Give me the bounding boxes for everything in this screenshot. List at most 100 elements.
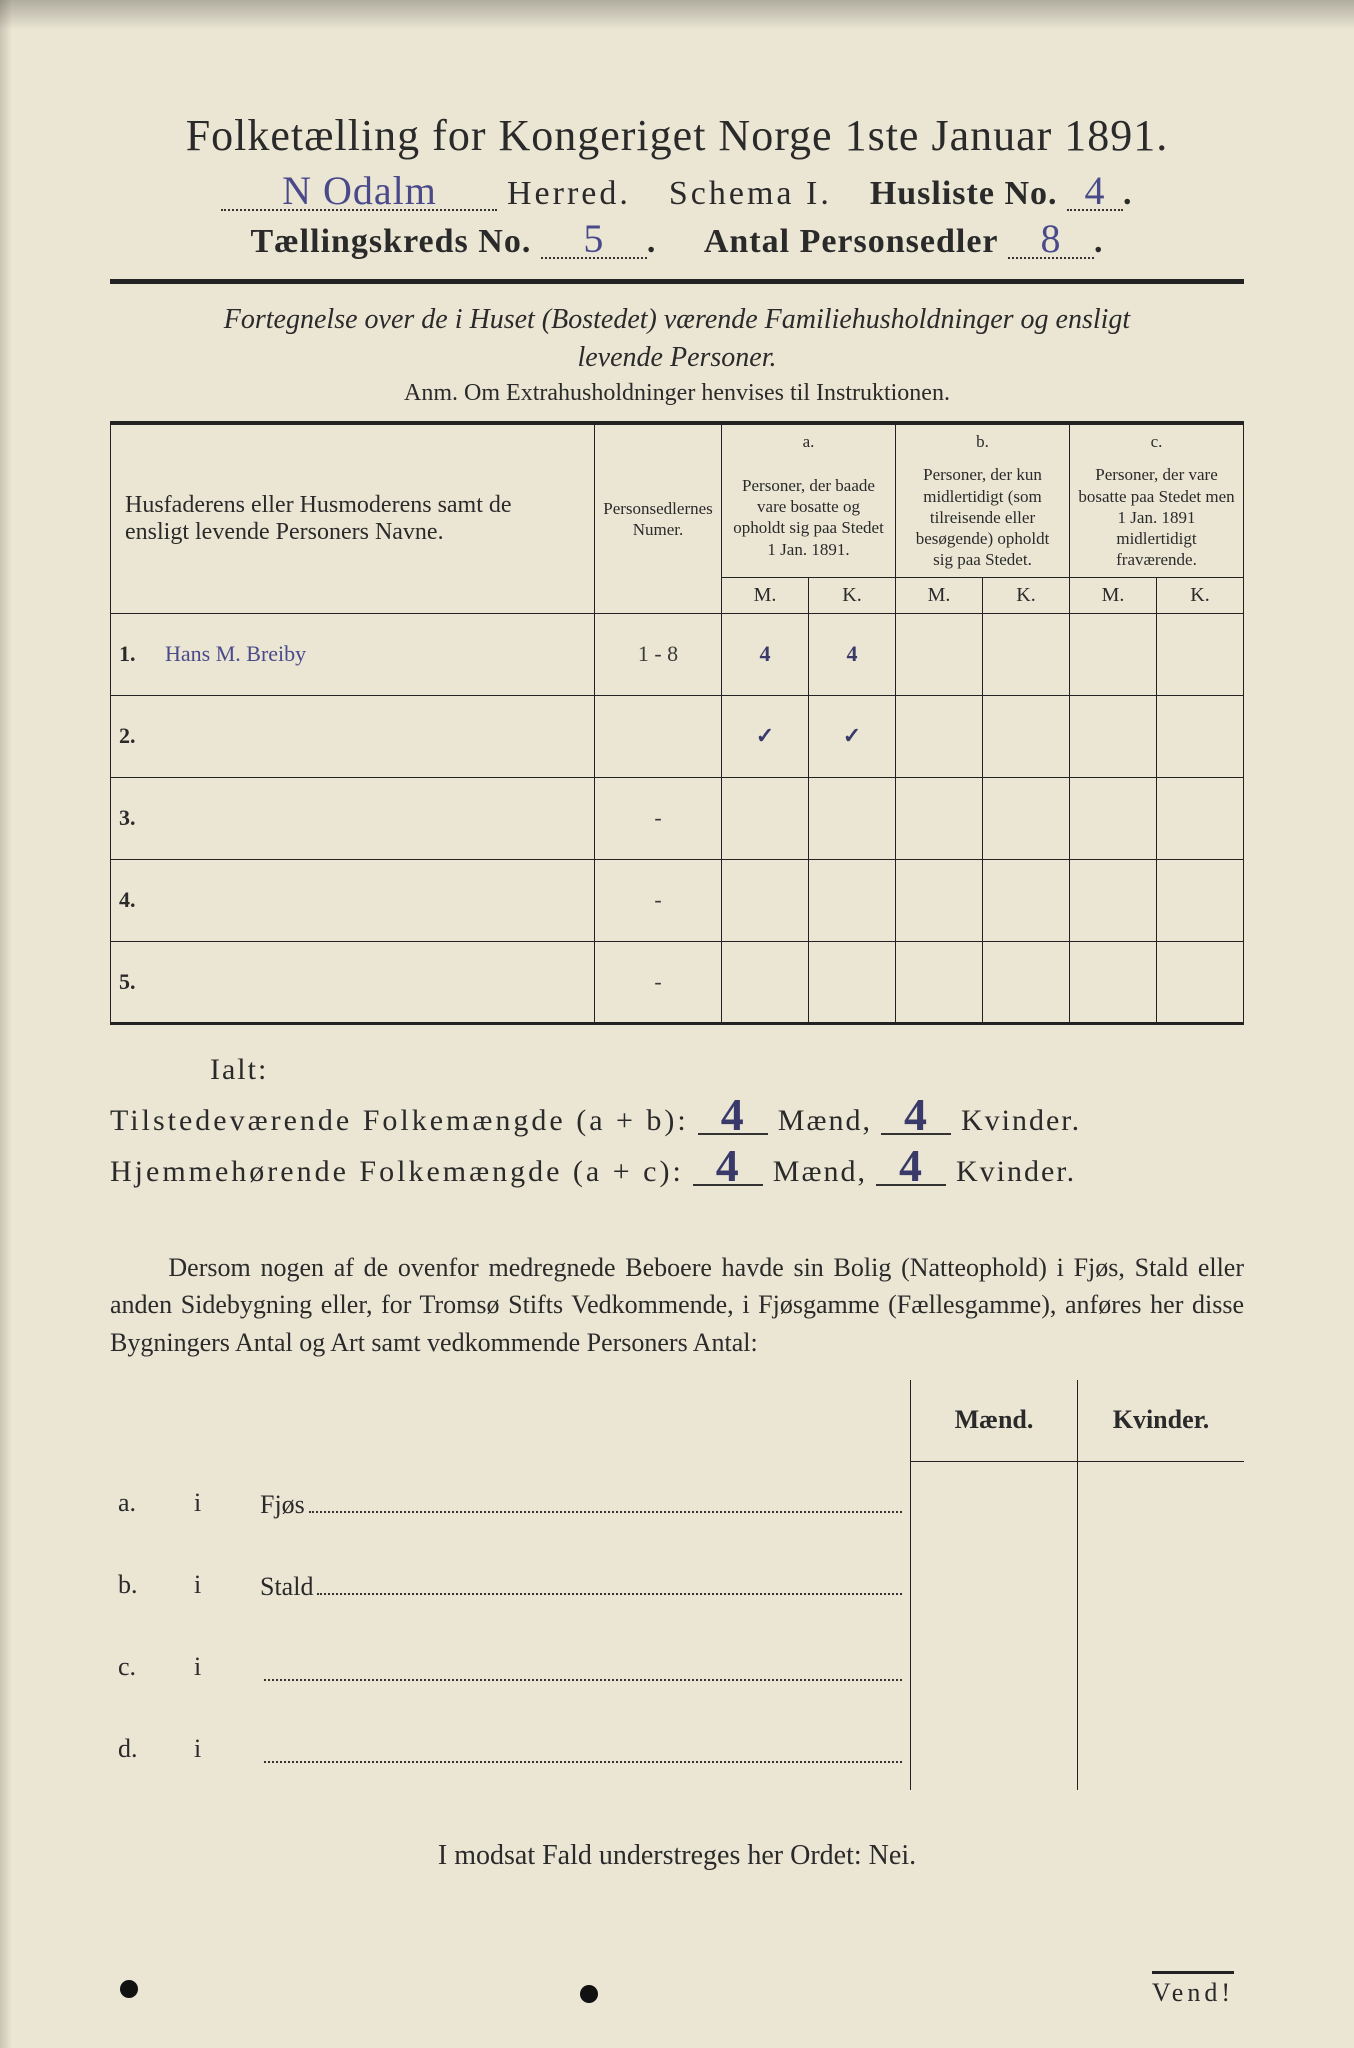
sub-m <box>911 1708 1078 1790</box>
row-bk <box>983 859 1070 941</box>
l2-m: 4 <box>693 1148 763 1187</box>
shadow <box>0 0 1354 30</box>
schema-label: Schema I. <box>669 175 832 212</box>
col-a-tag: a. <box>722 423 896 458</box>
sub-k <box>1078 1544 1245 1626</box>
row-am <box>722 859 809 941</box>
row-num: 2. <box>111 695 158 777</box>
kreds-label: Tællingskreds No. <box>250 223 531 260</box>
row-numer: - <box>595 941 722 1023</box>
census-form-page: Folketælling for Kongeriget Norge 1ste J… <box>0 0 1354 2048</box>
row-bm <box>896 695 983 777</box>
subtitle-1: Fortegnelse over de i Huset (Bostedet) v… <box>110 304 1244 336</box>
row-ck <box>1157 613 1244 695</box>
table-row: 3. - <box>111 777 1244 859</box>
row-bk <box>983 613 1070 695</box>
row-cm <box>1070 613 1157 695</box>
row-cm <box>1070 695 1157 777</box>
row-name <box>157 941 595 1023</box>
sub-row: a.iFjøs <box>110 1462 1244 1544</box>
subtitle-2: levende Personer. <box>110 342 1244 374</box>
row-num: 5. <box>111 941 158 1023</box>
row-ck <box>1157 859 1244 941</box>
l1-m: 4 <box>698 1097 768 1136</box>
row-name <box>157 695 595 777</box>
sub-tag: b. <box>110 1544 186 1626</box>
sub-row: d.i <box>110 1708 1244 1790</box>
row-ak <box>809 941 896 1023</box>
sub-kvinder: Kvinder. <box>1078 1380 1245 1462</box>
sub-table: Mænd. Kvinder. a.iFjøsb.iStaldc.id.i <box>110 1380 1244 1790</box>
table-row: 5. - <box>111 941 1244 1023</box>
row-ak: ✓ <box>809 695 896 777</box>
row-ck <box>1157 941 1244 1023</box>
row-ak: 4 <box>809 613 896 695</box>
row-numer: - <box>595 777 722 859</box>
row-ck <box>1157 777 1244 859</box>
herred-label: Herred. <box>507 175 631 212</box>
sub-tag: a. <box>110 1462 186 1544</box>
nei-line: I modsat Fald understreges her Ordet: Ne… <box>110 1840 1244 1872</box>
antal-value: 8 <box>1008 221 1094 259</box>
col-a: Personer, der baade vare bosatte og opho… <box>722 458 896 577</box>
totals-line-1: Tilstedeværende Folkemængde (a + b): 4 M… <box>110 1097 1244 1138</box>
header-line-3: Tællingskreds No. 5. Antal Personsedler … <box>110 221 1244 261</box>
totals-block: Ialt: Tilstedeværende Folkemængde (a + b… <box>110 1053 1244 1189</box>
sub-i: i <box>186 1626 252 1708</box>
sub-label <box>252 1708 911 1790</box>
row-num: 4. <box>111 859 158 941</box>
row-cm <box>1070 777 1157 859</box>
main-table: Husfaderens eller Husmoderens samt de en… <box>110 421 1244 1025</box>
sub-label <box>252 1626 911 1708</box>
l1-k: 4 <box>881 1097 951 1136</box>
sub-row: c.i <box>110 1626 1244 1708</box>
sub-i: i <box>186 1544 252 1626</box>
row-ak <box>809 859 896 941</box>
husliste-label: Husliste No. <box>870 175 1058 212</box>
sub-k <box>1078 1708 1245 1790</box>
sub-k <box>1078 1626 1245 1708</box>
sub-i: i <box>186 1708 252 1790</box>
antal-label: Antal Personsedler <box>704 223 999 260</box>
row-bk <box>983 777 1070 859</box>
row-bm <box>896 859 983 941</box>
col-b: Personer, der kun midlertidigt (som tilr… <box>896 458 1070 577</box>
row-cm <box>1070 941 1157 1023</box>
page-title: Folketælling for Kongeriget Norge 1ste J… <box>110 110 1244 161</box>
row-am <box>722 777 809 859</box>
sub-k <box>1078 1462 1245 1544</box>
row-ck <box>1157 695 1244 777</box>
sub-tag: c. <box>110 1626 186 1708</box>
totals-line-2: Hjemmehørende Folkemængde (a + c): 4 Mæn… <box>110 1148 1244 1189</box>
col-names: Husfaderens eller Husmoderens samt de en… <box>111 423 595 613</box>
row-name <box>157 859 595 941</box>
sub-maend: Mænd. <box>911 1380 1078 1462</box>
sub-label: Stald <box>252 1544 911 1626</box>
sub-m <box>911 1544 1078 1626</box>
col-bm: M. <box>896 577 983 613</box>
shadow <box>0 0 12 2048</box>
row-ak <box>809 777 896 859</box>
row-numer <box>595 695 722 777</box>
row-bm <box>896 941 983 1023</box>
table-row: 1.Hans M. Breiby1 - 844 <box>111 613 1244 695</box>
col-cm: M. <box>1070 577 1157 613</box>
l2-k: 4 <box>876 1148 946 1187</box>
sub-i: i <box>186 1462 252 1544</box>
sub-label: Fjøs <box>252 1462 911 1544</box>
sub-m <box>911 1462 1078 1544</box>
col-numer: Personsedlernes Numer. <box>595 423 722 613</box>
row-numer: - <box>595 859 722 941</box>
herred-value: N Odalm <box>221 173 497 211</box>
divider <box>110 279 1244 284</box>
sub-m <box>911 1626 1078 1708</box>
anm-note: Anm. Om Extrahusholdninger henvises til … <box>110 380 1244 407</box>
row-num: 3. <box>111 777 158 859</box>
punch-hole <box>120 1980 138 1998</box>
row-bk <box>983 941 1070 1023</box>
row-num: 1. <box>111 613 158 695</box>
husliste-value: 4 <box>1067 173 1123 211</box>
col-c-tag: c. <box>1070 423 1244 458</box>
header-line-2: N Odalm Herred. Schema I. Husliste No. 4… <box>110 173 1244 213</box>
row-name <box>157 777 595 859</box>
